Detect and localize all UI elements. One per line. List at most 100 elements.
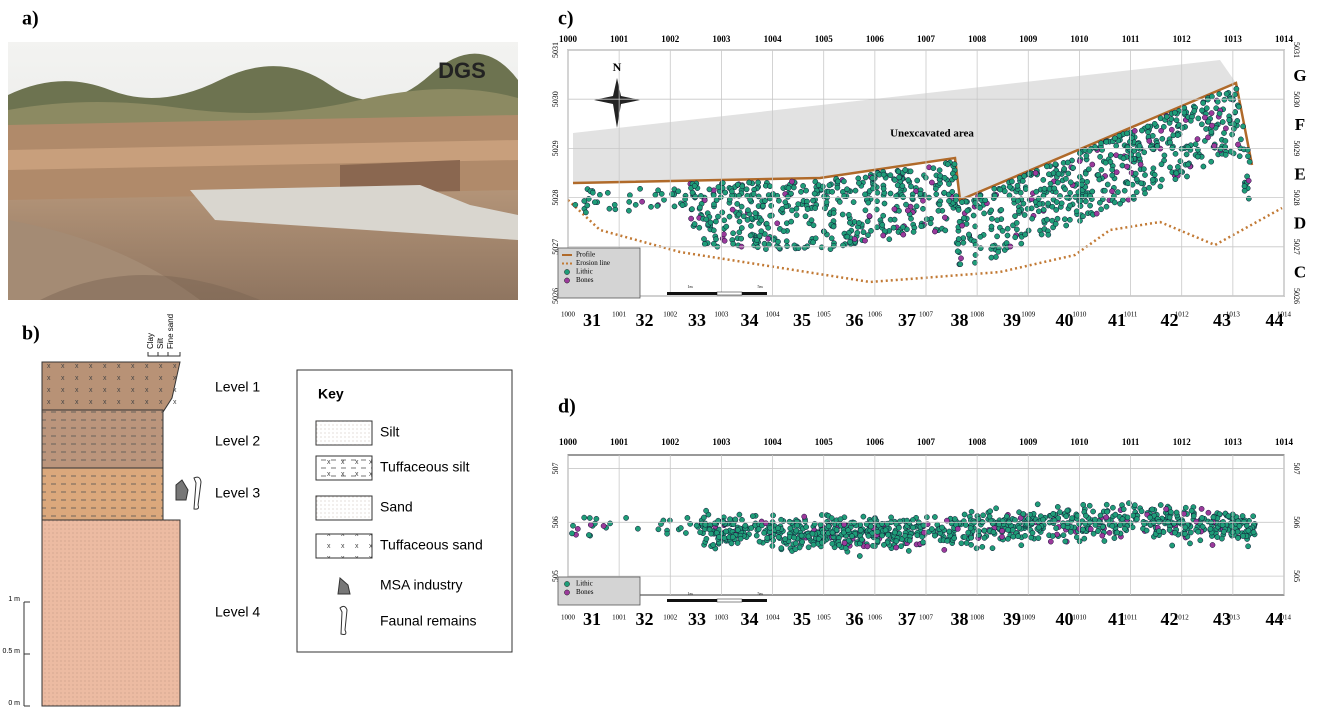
artefact-dot <box>762 197 768 204</box>
artefact-dot <box>1172 150 1179 157</box>
artefact-dot <box>810 541 817 548</box>
artefact-dot <box>795 245 802 252</box>
artefact-dot <box>830 210 837 216</box>
artefact-dot <box>623 515 629 521</box>
artefact-dot <box>730 521 737 528</box>
artefact-dot <box>994 217 1001 224</box>
artefact-dot <box>989 243 996 249</box>
artefact-dot <box>763 246 769 252</box>
artefact-dot <box>746 179 752 186</box>
artefact-dot <box>1246 158 1253 165</box>
artefact-dot <box>961 215 967 221</box>
artefact-dot <box>669 191 675 197</box>
artefact-dot <box>880 232 887 239</box>
key-box <box>296 369 513 653</box>
artefact-dot <box>874 538 881 544</box>
artefact-dot <box>744 192 751 199</box>
artefact-dot <box>740 213 747 220</box>
artefact-dot <box>998 207 1005 213</box>
artefact-dot <box>1134 516 1140 522</box>
artefact-dot <box>1211 143 1218 149</box>
label: 1000 <box>561 614 576 622</box>
artefact-dot <box>1187 117 1194 124</box>
label: Bones <box>576 588 594 596</box>
artefact-dot <box>1187 529 1194 536</box>
artefact-dot <box>693 522 700 529</box>
artefact-dot <box>784 243 790 250</box>
artefact-dot <box>888 514 894 521</box>
artefact-dot <box>639 198 645 205</box>
artefact-dot <box>600 523 607 529</box>
artefact-dot <box>1080 526 1086 533</box>
artefact-dot <box>900 231 907 238</box>
artefact-dot <box>1205 118 1212 125</box>
artefact-dot <box>1138 508 1145 515</box>
artefact-dot <box>1098 167 1105 173</box>
artefact-dot <box>1179 125 1186 131</box>
artefact-dot <box>1097 199 1103 206</box>
artefact-dot <box>905 548 912 554</box>
artefact-dot <box>1130 193 1137 200</box>
artefact-dot <box>965 529 972 536</box>
artefact-dot <box>1245 153 1251 160</box>
artefact-dot <box>887 172 894 179</box>
artefact-dot <box>819 529 826 536</box>
artefact-dot <box>655 526 662 533</box>
artefact-dot <box>1168 509 1174 515</box>
artefact-dot <box>1104 508 1110 515</box>
label: 39 <box>1003 310 1021 330</box>
artefact-dot <box>1089 188 1096 195</box>
artefact-dot <box>734 540 741 546</box>
label: 1000 <box>559 34 578 44</box>
label: Silt <box>380 424 400 440</box>
artefact-dot <box>1142 172 1148 178</box>
artefact-dot <box>696 224 703 231</box>
artefact-dot <box>828 515 835 521</box>
artefact-dot <box>804 206 811 212</box>
artefact-dot <box>951 535 958 541</box>
label: 1005 <box>815 34 834 44</box>
label: 35 <box>793 609 811 629</box>
artefact-dot <box>1205 509 1212 516</box>
label: 1009 <box>1021 311 1036 319</box>
artefact-dot <box>1209 542 1216 548</box>
artefact-dot <box>977 245 984 252</box>
artefact-dot <box>723 223 730 230</box>
artefact-dot <box>1041 185 1048 192</box>
artefact-dot <box>721 535 728 541</box>
artefact-dot <box>1235 535 1241 541</box>
artefact-dot <box>1067 202 1073 209</box>
artefact-dot <box>795 201 802 207</box>
artefact-dot <box>799 539 806 545</box>
artefact-dot <box>993 505 999 512</box>
artefact-dot <box>1195 146 1201 153</box>
artefact-dot <box>1033 188 1040 195</box>
artefact-dot <box>1054 504 1061 510</box>
artefact-dot <box>735 211 742 218</box>
artefact-dot <box>1158 161 1165 168</box>
artefact-dot <box>710 240 717 247</box>
artefact-dot <box>726 196 733 203</box>
artefact-dot <box>1083 512 1089 519</box>
artefact-dot <box>661 196 667 203</box>
artefact-dot <box>660 517 667 524</box>
artefact-dot <box>913 203 920 210</box>
artefact-dot <box>1202 114 1208 121</box>
artefact-dot <box>1245 195 1252 202</box>
label: 1012 <box>1175 311 1190 319</box>
artefact-dot <box>896 524 902 531</box>
label: 39 <box>1003 609 1021 629</box>
artefact-dot <box>904 517 910 524</box>
artefact-dot <box>786 518 793 525</box>
artefact-dot <box>1045 200 1051 207</box>
artefact-dot <box>1120 155 1127 162</box>
artefact-dot <box>767 183 773 190</box>
artefact-dot <box>1142 190 1148 197</box>
label: 1010 <box>1070 437 1089 447</box>
artefact-dot <box>977 204 983 211</box>
artefact-dot <box>691 221 698 227</box>
artefact-dot <box>742 522 749 529</box>
artefact-dot <box>1171 109 1178 116</box>
artefact-dot <box>586 515 593 521</box>
label: 1010 <box>1072 311 1087 319</box>
